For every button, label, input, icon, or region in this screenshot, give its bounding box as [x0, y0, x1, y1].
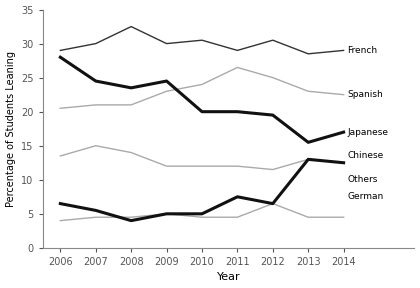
Text: Japanese: Japanese: [347, 128, 388, 137]
Text: Others: Others: [347, 175, 378, 184]
Text: Chinese: Chinese: [347, 151, 383, 160]
Text: Spanish: Spanish: [347, 90, 383, 99]
Text: German: German: [347, 192, 383, 201]
X-axis label: Year: Year: [217, 272, 240, 283]
Y-axis label: Percentage of Students Leaning: Percentage of Students Leaning: [5, 51, 16, 207]
Text: French: French: [347, 46, 377, 55]
